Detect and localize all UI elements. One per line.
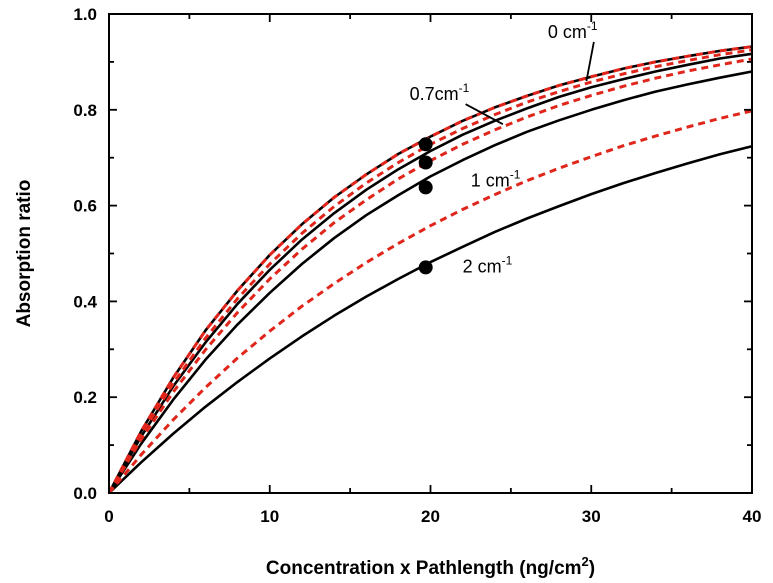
y-tick-label: 1.0: [73, 5, 97, 24]
x-axis-title-end: ): [589, 558, 595, 579]
annotation-2: 1 cm-1: [471, 167, 521, 190]
solid-series-2: [107, 70, 753, 494]
y-tick-label: 0.6: [73, 197, 97, 216]
annotation-0: 0 cm-1: [548, 19, 598, 42]
x-tick-label: 20: [421, 507, 440, 526]
y-tick-label: 0.0: [73, 484, 97, 503]
y-tick-label: 0.2: [73, 388, 97, 407]
dashed-series-4: [107, 45, 753, 494]
x-axis-title-text: Concentration x Pathlength (ng/cm: [266, 558, 582, 579]
x-axis-title: Concentration x Pathlength (ng/cm2): [266, 554, 595, 579]
x-tick-label: 10: [260, 507, 279, 526]
annotation-sup-2: -1: [510, 167, 521, 181]
annotation-text-1: 0.7cm: [410, 84, 459, 104]
annotation-text-2: 1 cm: [471, 170, 510, 190]
x-axis-title-sup: 2: [582, 554, 589, 569]
marker-dot-2: [418, 180, 433, 195]
annotation-sup-1: -1: [459, 81, 470, 95]
solid-series-1: [107, 52, 753, 494]
marker-dot-3: [418, 260, 433, 275]
axes: [108, 13, 753, 494]
y-tick-label: 0.8: [73, 101, 97, 120]
tick-labels: 0 10 20 30 40 0.0 0.2 0.4 0.6 0.8 1.0: [73, 5, 761, 526]
annotation-text-3: 2 cm: [463, 257, 502, 277]
annotation-1: 0.7cm-1: [410, 81, 470, 104]
annotation-pointer-1: [465, 103, 504, 125]
solid-series-3: [108, 144, 753, 494]
x-tick-label: 40: [743, 507, 762, 526]
dashed-series-6: [107, 57, 753, 494]
x-tick-label: 0: [104, 507, 113, 526]
annotation-sup-3: -1: [502, 254, 513, 268]
dashed-series-7: [107, 109, 753, 494]
x-tick-label: 30: [582, 507, 601, 526]
y-axis-title: Absorption ratio: [14, 180, 35, 328]
annotation-sup-0: -1: [587, 19, 598, 33]
annotation-text-0: 0 cm: [548, 22, 587, 42]
marker-dot-1: [418, 155, 433, 170]
data-markers: [418, 137, 433, 275]
annotation-3: 2 cm-1: [463, 254, 513, 277]
annotation-pointer-0: [585, 41, 595, 82]
y-tick-label: 0.4: [73, 292, 97, 311]
marker-dot-0: [418, 137, 433, 152]
curve-annotations: 0 cm-10.7cm-11 cm-12 cm-1: [410, 19, 598, 277]
